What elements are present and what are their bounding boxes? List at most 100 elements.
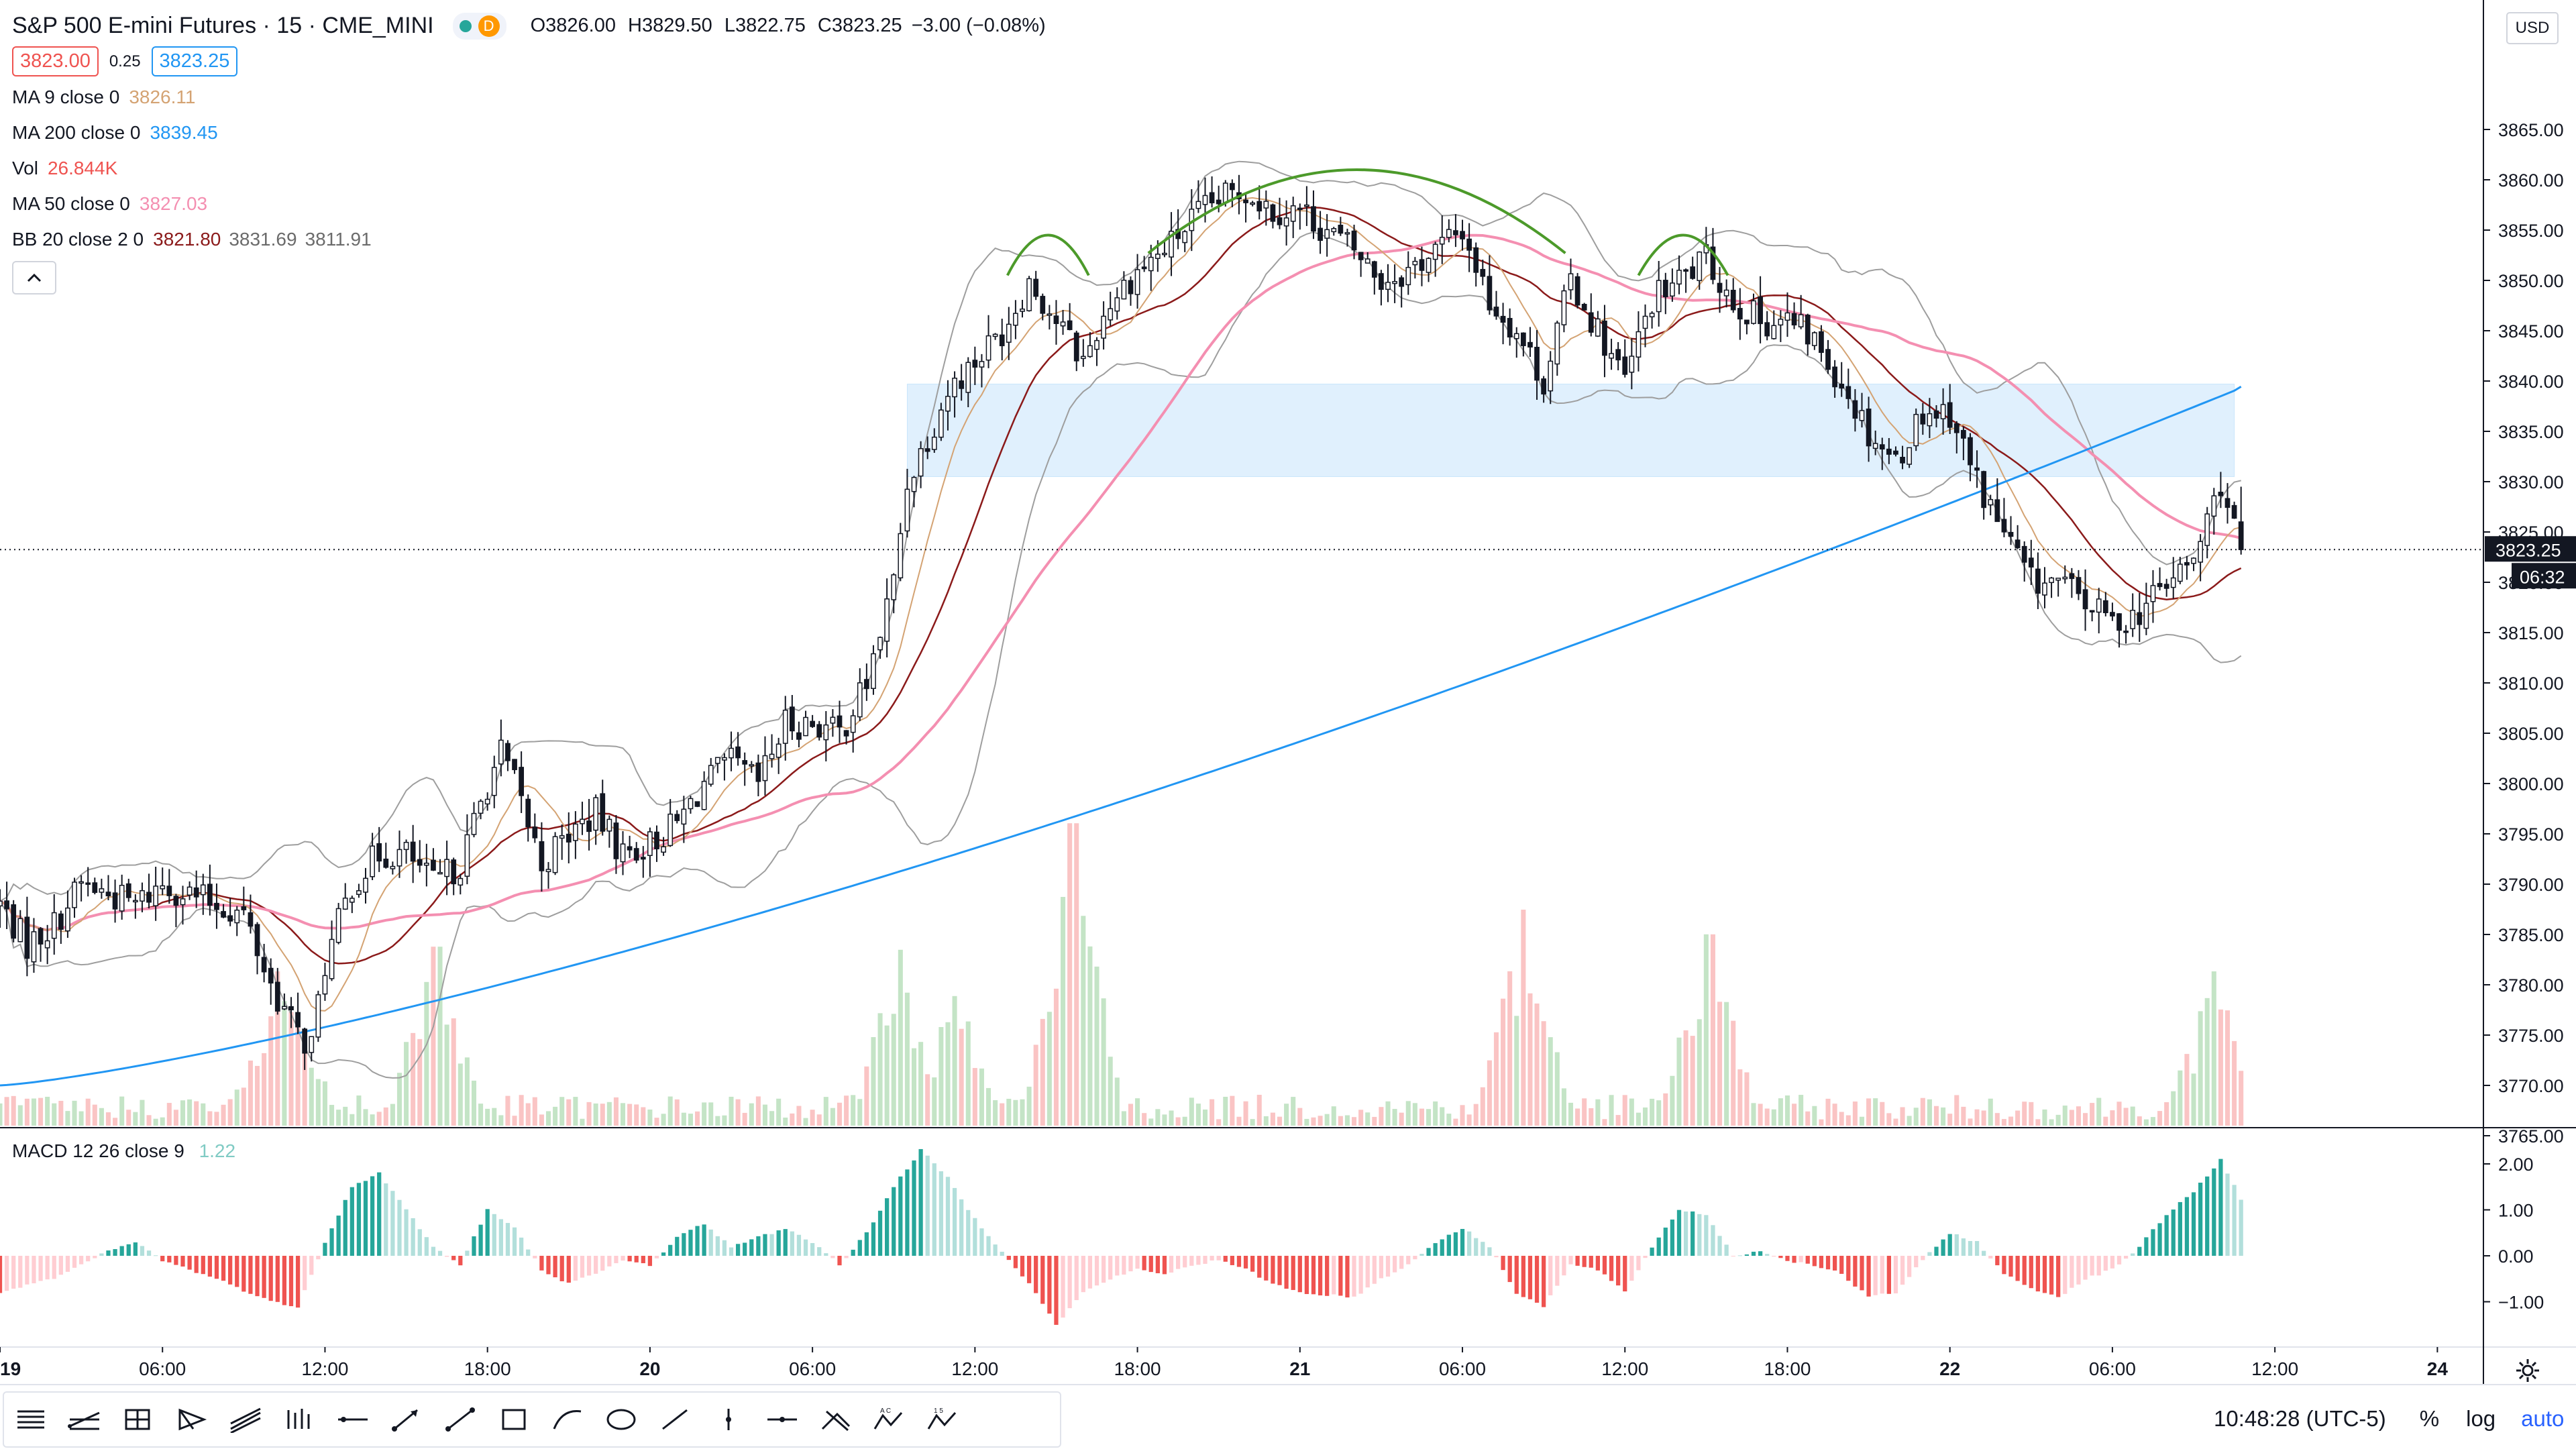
volume-bar <box>539 1114 544 1126</box>
macd-bar <box>1291 1256 1295 1290</box>
volume-bar <box>1690 1036 1695 1126</box>
currency-button[interactable]: USD <box>2506 12 2559 44</box>
macd-bar <box>675 1236 680 1256</box>
percent-scale-button[interactable]: % <box>2419 1406 2440 1431</box>
cursor-icon[interactable] <box>4 1396 58 1443</box>
indicator-vol[interactable]: Vol 26.844K <box>12 157 118 178</box>
candle-body <box>315 994 321 1038</box>
settings-gear-icon[interactable] <box>2514 1357 2541 1387</box>
volume-bar <box>749 1103 754 1126</box>
candle-body <box>1087 345 1093 358</box>
candle-body <box>1250 202 1256 205</box>
candle-body <box>1026 278 1032 311</box>
indicator-bb[interactable]: BB 20 close 2 0 3821.80 3831.69 3811.91 <box>12 228 372 250</box>
macd-bar <box>1155 1256 1160 1273</box>
buy-price-button[interactable]: 3823.25 <box>151 46 238 76</box>
volume-bar <box>2224 1010 2231 1126</box>
volume-bar <box>695 1111 700 1126</box>
auto-scale-button[interactable]: auto <box>2521 1406 2565 1431</box>
vertical-line-icon[interactable] <box>702 1396 755 1443</box>
chevron-up-icon <box>27 273 42 282</box>
long-position-icon[interactable] <box>326 1396 380 1443</box>
volume-bar <box>1514 1016 1519 1126</box>
sell-price-button[interactable]: 3823.00 <box>12 46 99 76</box>
indicator-ma50[interactable]: MA 50 close 0 3827.03 <box>12 193 208 214</box>
volume-bar <box>553 1106 558 1126</box>
price-tick-label: 3830.00 <box>2498 472 2564 492</box>
symbol-title[interactable]: S&P 500 E-mini Futures · 15 · CME_MINI <box>12 13 434 38</box>
candle-body <box>72 881 77 908</box>
indicator-ma200[interactable]: MA 200 close 0 3839.45 <box>12 121 218 143</box>
cross-line-icon[interactable] <box>755 1396 809 1443</box>
macd-bar <box>0 1256 3 1293</box>
volume-bar <box>2191 1073 2196 1126</box>
macd-bar <box>2090 1256 2094 1276</box>
abcd-icon[interactable]: A C <box>863 1396 916 1443</box>
macd-bar <box>1825 1256 1831 1270</box>
volume-bar <box>1981 1110 1986 1126</box>
pitchfork-icon[interactable] <box>111 1396 165 1443</box>
price-tick-label: 3770.00 <box>2498 1076 2564 1096</box>
arrow-icon[interactable] <box>433 1396 487 1443</box>
volume-bar <box>1602 1119 1607 1126</box>
volume-bar <box>519 1095 524 1126</box>
candle-body <box>1426 258 1432 273</box>
candle-body <box>1968 437 1973 466</box>
macd-bar <box>1609 1256 1614 1281</box>
candle-body <box>1791 313 1797 326</box>
volume-bar <box>884 1025 890 1126</box>
candle-body <box>843 730 849 737</box>
horizontal-ray-icon[interactable] <box>380 1396 433 1443</box>
volume-bar <box>99 1108 104 1126</box>
macd-bar <box>458 1256 463 1266</box>
volume-bar <box>424 981 429 1126</box>
candle-body <box>1629 356 1635 373</box>
macd-bar <box>133 1242 138 1256</box>
clock[interactable]: 10:48:28 (UTC-5) <box>2214 1406 2386 1431</box>
candle-body <box>112 892 118 910</box>
candle-body <box>1006 323 1012 343</box>
pattern-icon[interactable] <box>272 1396 326 1443</box>
candle-body <box>207 883 213 906</box>
indicator-ma9[interactable]: MA 9 close 0 3826.11 <box>12 86 196 107</box>
macd-bar <box>966 1210 971 1256</box>
collapse-legend-button[interactable] <box>12 261 56 294</box>
candle-body <box>2082 589 2088 610</box>
elliott-icon[interactable]: 1 5 <box>916 1396 970 1443</box>
candle-body <box>1121 279 1127 300</box>
macd-bar <box>2218 1159 2223 1256</box>
candle-body <box>959 380 965 389</box>
log-scale-button[interactable]: log <box>2466 1406 2496 1431</box>
macd-legend[interactable]: MACD 12 26 close 9 1.22 <box>12 1140 235 1162</box>
line-icon[interactable] <box>648 1396 702 1443</box>
price-tick-label: 3810.00 <box>2498 674 2564 694</box>
candle-body <box>1358 252 1364 260</box>
candle-body <box>539 841 545 871</box>
open-value: 3826.00 <box>545 15 616 36</box>
candle-body <box>532 826 538 839</box>
macd-tick-label: 2.00 <box>2498 1155 2534 1175</box>
candle-body <box>1933 410 1939 419</box>
gann-icon[interactable] <box>219 1396 272 1443</box>
ellipse-icon[interactable] <box>594 1396 648 1443</box>
macd-bar <box>1223 1256 1228 1262</box>
polyline-icon[interactable] <box>541 1396 594 1443</box>
rectangle-grid-icon[interactable] <box>165 1396 219 1443</box>
brush-icon[interactable] <box>809 1396 863 1443</box>
volume-bar <box>1392 1109 1397 1126</box>
macd-bar <box>803 1239 808 1256</box>
candle-body <box>1419 259 1425 271</box>
macd-bar <box>749 1239 754 1256</box>
candle-body <box>214 902 219 910</box>
candle-body <box>431 859 436 871</box>
rectangle-icon[interactable] <box>487 1396 541 1443</box>
horizontal-line-icon[interactable] <box>58 1396 111 1443</box>
volume-bar <box>1595 1099 1601 1126</box>
macd-bar <box>465 1250 470 1256</box>
market-status[interactable]: D <box>452 12 506 40</box>
volume-bar <box>2164 1102 2169 1126</box>
candle-body <box>2211 495 2217 517</box>
volume-bar <box>288 1012 294 1126</box>
market-open-icon <box>459 19 472 32</box>
